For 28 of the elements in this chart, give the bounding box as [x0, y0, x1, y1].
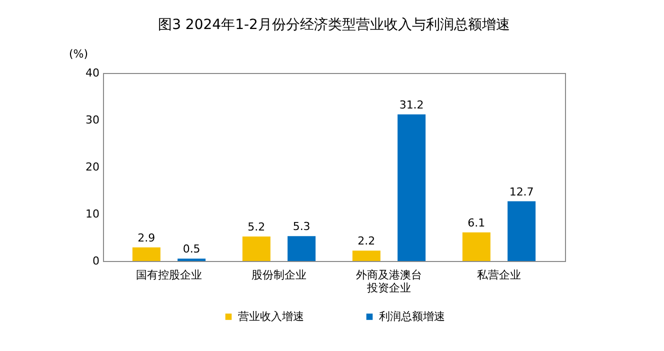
bar: [288, 236, 316, 261]
data-label: 12.7: [509, 185, 534, 198]
y-axis-title: (%): [68, 48, 88, 60]
y-tick-label: 0: [92, 254, 100, 268]
data-label: 5.3: [292, 220, 310, 234]
data-label: 5.2: [248, 220, 266, 234]
y-tick-label: 10: [86, 208, 100, 220]
data-label: 6.1: [468, 216, 486, 230]
data-label: 31.2: [399, 98, 424, 112]
chart-title: 图3 2024年1-2月份分经济类型营业收入与利润总额增速: [158, 17, 510, 33]
x-tick-label: 外商及港澳台投资企业: [356, 268, 422, 294]
bar: [242, 236, 270, 261]
bar: [132, 247, 160, 261]
bar: [462, 232, 490, 261]
bar: [508, 201, 536, 261]
y-tick-label: 30: [86, 114, 100, 126]
legend-label: 利润总额增速: [379, 310, 445, 323]
data-label: 2.9: [138, 231, 156, 244]
legend-label: 营业收入增速: [238, 310, 304, 323]
y-tick-label: 20: [86, 160, 100, 174]
data-label: 0.5: [182, 242, 200, 256]
y-tick-label: 40: [86, 66, 100, 80]
x-tick-label: 私营企业: [477, 268, 521, 282]
x-tick-label: 股份制企业: [252, 268, 306, 282]
bar: [398, 114, 426, 261]
x-tick-label: 国有控股企业: [136, 268, 202, 282]
bar: [352, 250, 380, 261]
data-label: 2.2: [358, 234, 376, 248]
